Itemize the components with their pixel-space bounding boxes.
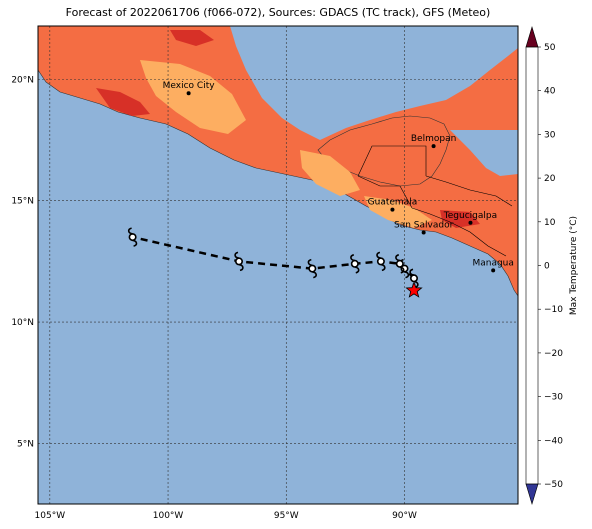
city-label: Tegucigalpa [443, 211, 497, 221]
mild-region [140, 60, 246, 134]
city-dot [421, 230, 426, 235]
lat-tick-label: 20°N [11, 75, 34, 85]
colorbar-tick-label: −30 [544, 393, 563, 403]
lon-tick-label: 90°W [392, 511, 417, 521]
map-gridlines [38, 26, 518, 504]
mild-region [300, 150, 360, 196]
city-label: Guatemala [368, 198, 418, 208]
tropical-cyclone-icon [395, 254, 405, 274]
land-yucatan [317, 115, 451, 187]
city-label: Mexico City [163, 81, 216, 91]
lon-tick-label: 100°W [153, 511, 184, 521]
latitude-axis: 5°N 10°N 15°N 20°N [11, 75, 34, 449]
colorbar-tick-label: 20 [544, 174, 556, 184]
map-title: Forecast of 2022061706 (f066-072), Sourc… [65, 6, 491, 19]
colorbar-tick-label: −20 [544, 349, 563, 359]
colorbar-tick-label: 30 [544, 130, 556, 140]
city-dot [468, 220, 473, 225]
longitude-axis: 105°W 100°W 95°W 90°W [35, 511, 417, 521]
mild-region [364, 196, 432, 228]
colorbar: −50 −40 −30 −20 −10 0 10 20 30 40 50 Max Temperatur… [525, 25, 579, 506]
city-markers: Mexico City Belmopan Guatemala San Salvador… [163, 81, 514, 273]
lat-tick-label: 10°N [11, 318, 34, 328]
hot-region [170, 30, 214, 46]
city-label: Belmopan [411, 134, 456, 144]
colorbar-tick-label: 10 [544, 218, 556, 228]
current-storm-position [405, 281, 423, 298]
lon-tick-label: 95°W [274, 511, 299, 521]
colorbar-tick-label: 40 [544, 87, 556, 97]
tropical-cyclone-icon [307, 258, 317, 279]
colorbar-label: Max Temperature (°C) [569, 216, 579, 315]
colorbar-tick-label: 0 [544, 262, 550, 272]
caribbean-sea [450, 130, 518, 176]
country-borders [357, 145, 513, 257]
city-dot [186, 91, 191, 96]
map-frame [37, 25, 519, 505]
tropical-cyclone-icon [376, 251, 386, 272]
hot-region [96, 88, 150, 116]
tropical-cyclone-icon [350, 254, 360, 274]
tropical-cyclone-icon [127, 227, 138, 247]
colorbar-tick-label: −50 [544, 480, 563, 490]
city-label: Managua [472, 258, 513, 268]
gulf-of-mexico [230, 26, 518, 140]
colorbar-max-extension [525, 25, 539, 48]
colorbar-tick-label: −40 [544, 436, 563, 446]
city-dot [431, 144, 436, 149]
map-area: Mexico City Belmopan Guatemala San Salvador… [38, 26, 518, 504]
lat-tick-label: 5°N [17, 439, 34, 449]
colorbar-tick-label: −10 [544, 305, 563, 315]
colorbar-min-extension [525, 483, 539, 506]
lat-tick-label: 15°N [11, 197, 34, 207]
tropical-cyclone-icon [234, 251, 244, 272]
city-dot [390, 207, 395, 212]
colorbar-tick-label: 50 [544, 43, 556, 53]
current-position-star-icon [405, 281, 423, 298]
city-dot [491, 268, 496, 273]
storm-track-points [127, 227, 419, 289]
city-label: San Salvador [394, 220, 454, 230]
lon-tick-label: 105°W [35, 511, 66, 521]
